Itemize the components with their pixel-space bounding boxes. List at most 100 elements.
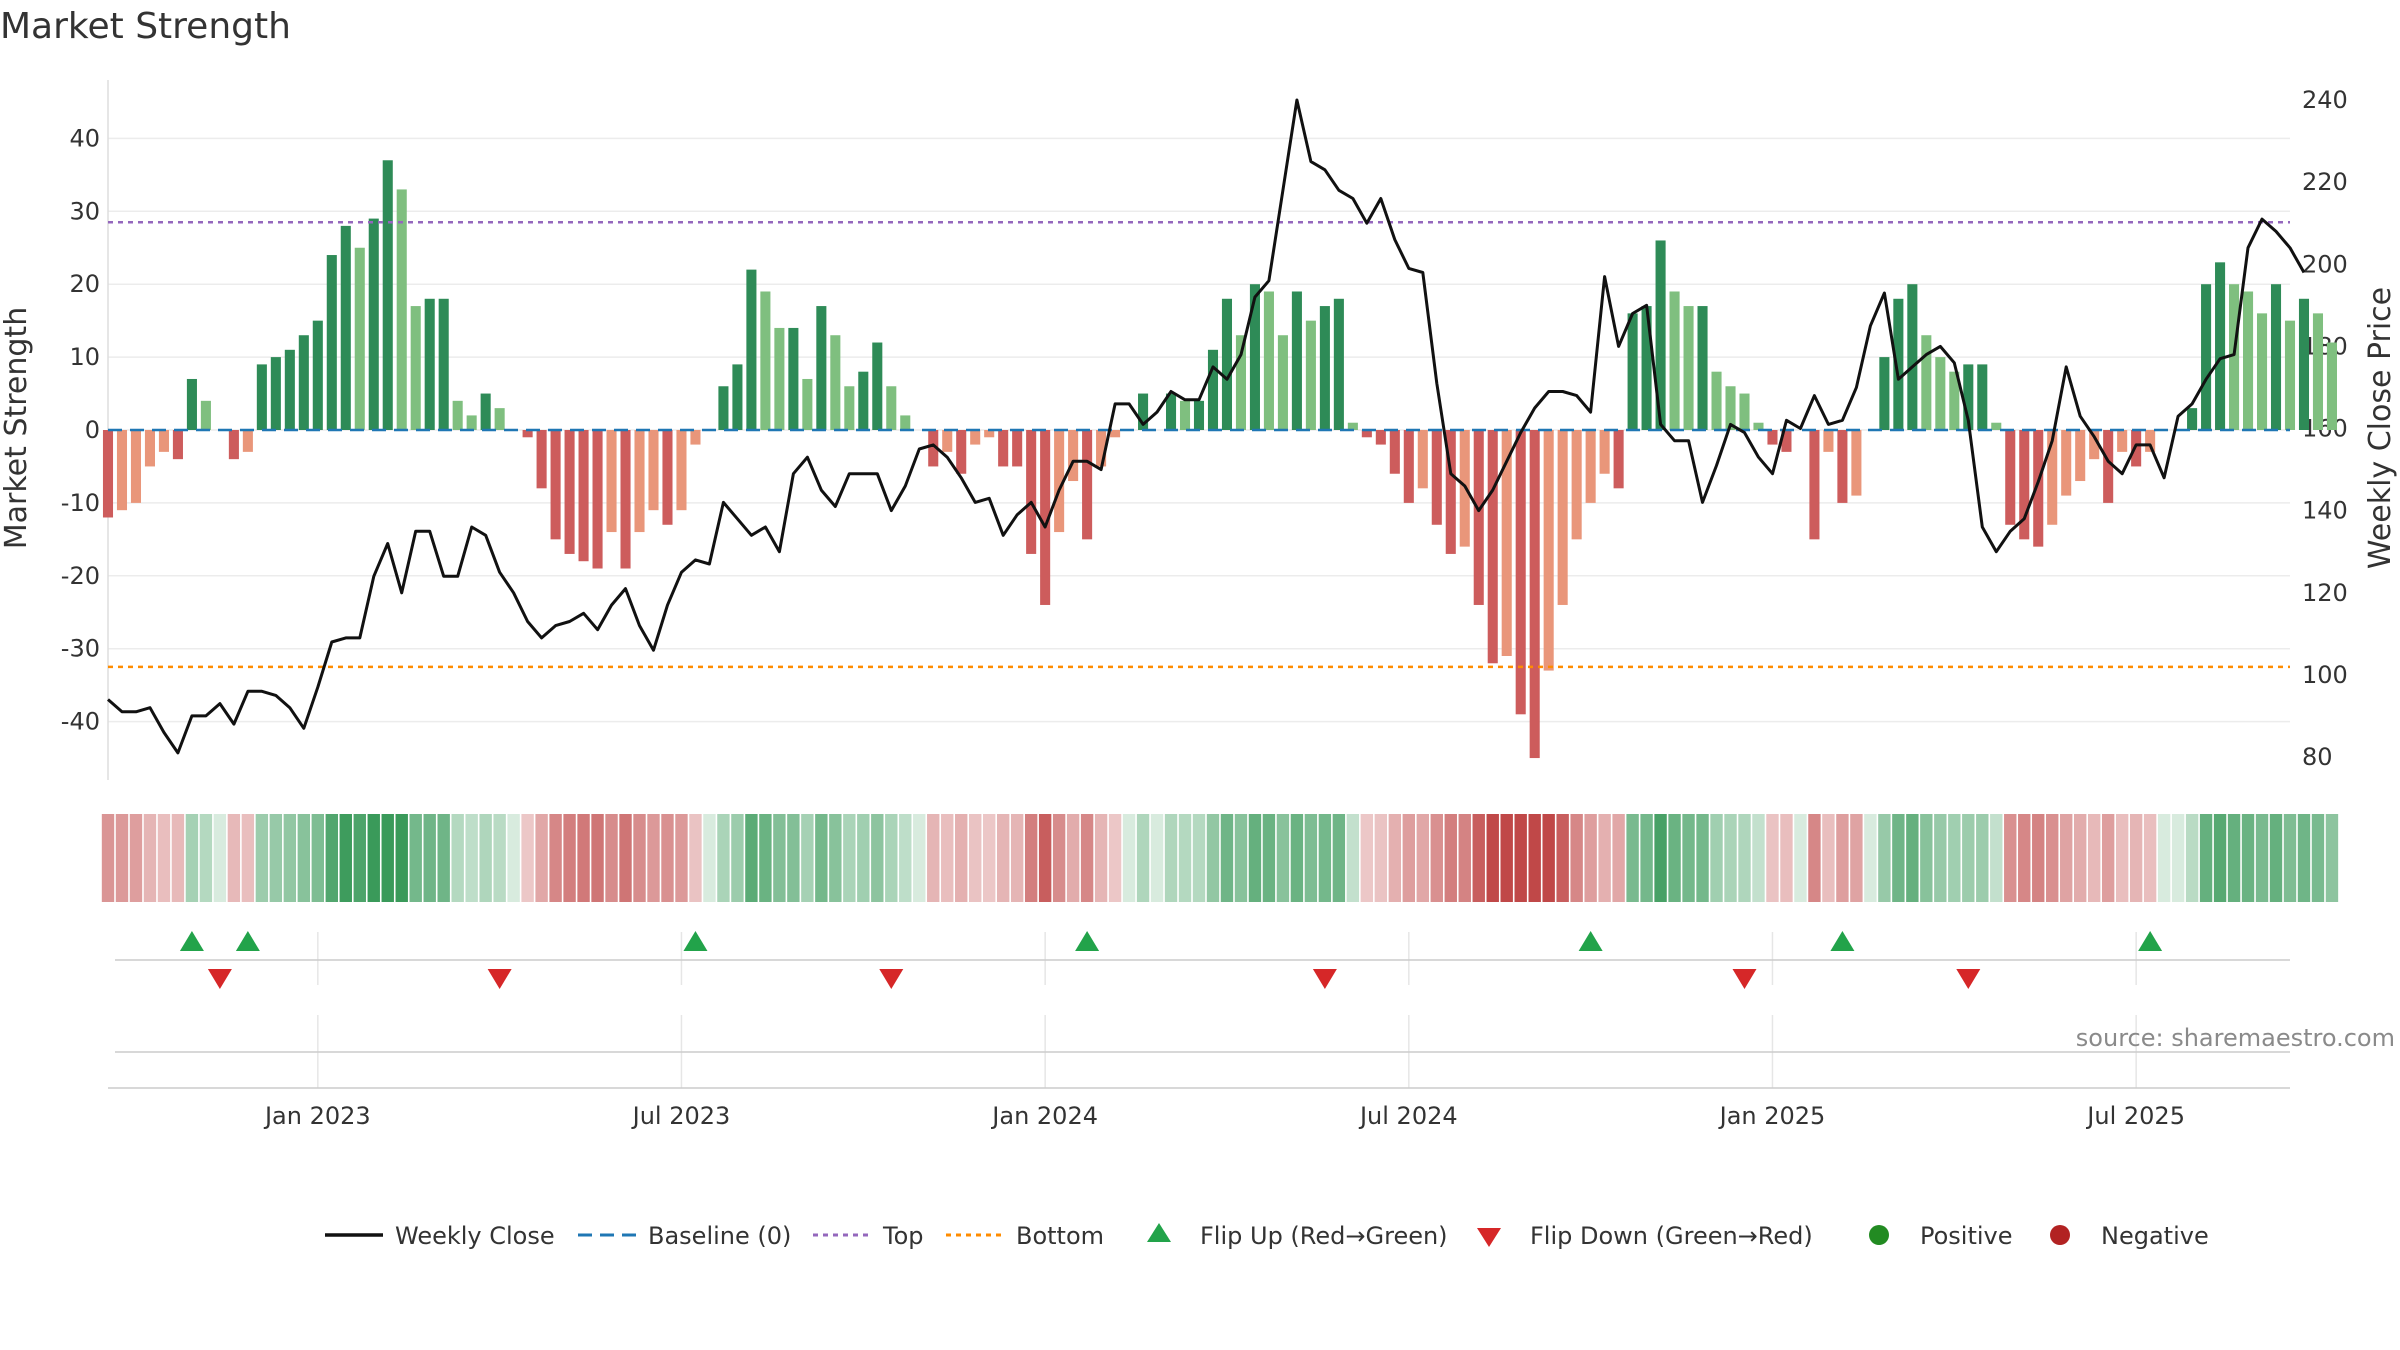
- heat-cell: [115, 814, 129, 902]
- heat-cell: [1864, 814, 1877, 902]
- strength-bar: [1683, 306, 1694, 430]
- strength-bar: [1277, 335, 1288, 430]
- strength-bar: [690, 430, 701, 445]
- strength-bar: [2215, 262, 2226, 430]
- legend-label: Top: [882, 1222, 924, 1250]
- flip-down-marker: [879, 969, 904, 989]
- legend-item: Flip Down (Green→Red): [1477, 1222, 1813, 1250]
- strength-bar: [1669, 291, 1680, 430]
- strength-bar: [1753, 422, 1764, 430]
- flip-down-marker: [1956, 969, 1981, 989]
- strength-bar: [326, 255, 337, 430]
- strength-bar: [270, 357, 281, 430]
- strength-bar: [998, 430, 1009, 467]
- heat-cell: [745, 814, 758, 902]
- strength-bar: [1068, 430, 1079, 482]
- strength-bar: [452, 400, 463, 430]
- strength-bar: [354, 247, 365, 430]
- flip-up-marker: [1075, 931, 1100, 951]
- heat-cell: [325, 814, 338, 902]
- heat-cell: [2143, 814, 2157, 902]
- heat-cell: [591, 814, 604, 902]
- strength-bar: [1627, 313, 1638, 430]
- heat-cell: [1990, 814, 2003, 902]
- left-tick-label: -40: [61, 708, 100, 736]
- heat-cell: [1402, 814, 1415, 902]
- legend-label: Negative: [2101, 1222, 2209, 1250]
- heat-cell: [101, 814, 115, 902]
- strength-bar: [662, 430, 673, 525]
- heat-cell: [1598, 814, 1611, 902]
- heat-cell: [885, 814, 898, 902]
- heat-cell: [941, 814, 954, 902]
- left-tick-label: 40: [69, 124, 100, 152]
- strength-bar: [2145, 430, 2156, 452]
- right-tick-label: 120: [2302, 579, 2348, 607]
- strength-bar: [1599, 430, 1610, 474]
- x-tick-label: Jan 2025: [1718, 1102, 1826, 1130]
- legend-swatch-down: [1477, 1228, 1501, 1247]
- heat-cell: [843, 814, 856, 902]
- strength-bar: [2298, 298, 2310, 430]
- strength-bar: [984, 430, 995, 438]
- strength-heatmap: [101, 814, 2339, 902]
- heat-cell: [1458, 814, 1471, 902]
- heat-cell: [1038, 814, 1052, 902]
- strength-bar: [1613, 430, 1624, 489]
- heat-cell: [129, 814, 143, 902]
- left-tick-label: -10: [61, 489, 100, 517]
- strength-bars: [102, 160, 2337, 759]
- strength-bar: [1515, 430, 1526, 715]
- strength-bar: [550, 430, 561, 540]
- heat-cell: [1066, 814, 1080, 902]
- flip-down-marker: [1312, 969, 1337, 989]
- heat-cell: [423, 814, 436, 902]
- heat-cell: [815, 814, 828, 902]
- heat-cell: [1514, 814, 1527, 902]
- strength-bar: [1543, 430, 1554, 671]
- heat-cell: [1920, 814, 1933, 902]
- right-tick-label: 100: [2302, 661, 2348, 689]
- left-tick-label: 30: [69, 197, 100, 225]
- strength-bar: [2243, 291, 2254, 430]
- strength-bar: [200, 400, 211, 430]
- heat-cell: [1276, 814, 1290, 902]
- heat-cell: [1976, 814, 1989, 902]
- heat-cell: [2227, 814, 2241, 902]
- heat-cell: [1934, 814, 1947, 902]
- legend-item: Top: [813, 1222, 924, 1250]
- heat-cell: [1556, 814, 1569, 902]
- heat-cell: [801, 814, 814, 902]
- heat-cell: [829, 814, 842, 902]
- legend-label: Flip Up (Red→Green): [1200, 1222, 1448, 1250]
- heat-cell: [2101, 814, 2115, 902]
- strength-bar: [970, 430, 981, 445]
- legend-item: Flip Up (Red→Green): [1147, 1222, 1448, 1250]
- heat-cell: [1542, 814, 1555, 902]
- heat-cell: [1136, 814, 1150, 902]
- right-tick-label: 140: [2302, 497, 2348, 525]
- x-tick-label: Jul 2024: [1358, 1102, 1458, 1130]
- heat-cell: [1094, 814, 1108, 902]
- heat-cell: [2255, 814, 2269, 902]
- strength-bar: [2187, 408, 2198, 430]
- strength-bar: [2117, 430, 2128, 452]
- strength-bar: [1641, 306, 1652, 430]
- heat-cell: [1948, 814, 1961, 902]
- heat-cell: [255, 814, 269, 902]
- strength-bar: [1165, 393, 1177, 430]
- heat-cell: [2241, 814, 2255, 902]
- heat-cell: [367, 814, 380, 902]
- left-tick-label: 10: [69, 343, 100, 371]
- heat-cell: [1374, 814, 1388, 902]
- strength-bar: [424, 298, 435, 430]
- strength-bar: [774, 327, 785, 430]
- strength-bar: [676, 430, 687, 511]
- heat-cell: [2297, 814, 2311, 902]
- right-tick-label: 200: [2302, 250, 2348, 278]
- strength-bar: [1991, 422, 2002, 430]
- strength-bar: [1235, 335, 1246, 430]
- heat-cell: [996, 814, 1010, 902]
- heat-cell: [1962, 814, 1975, 902]
